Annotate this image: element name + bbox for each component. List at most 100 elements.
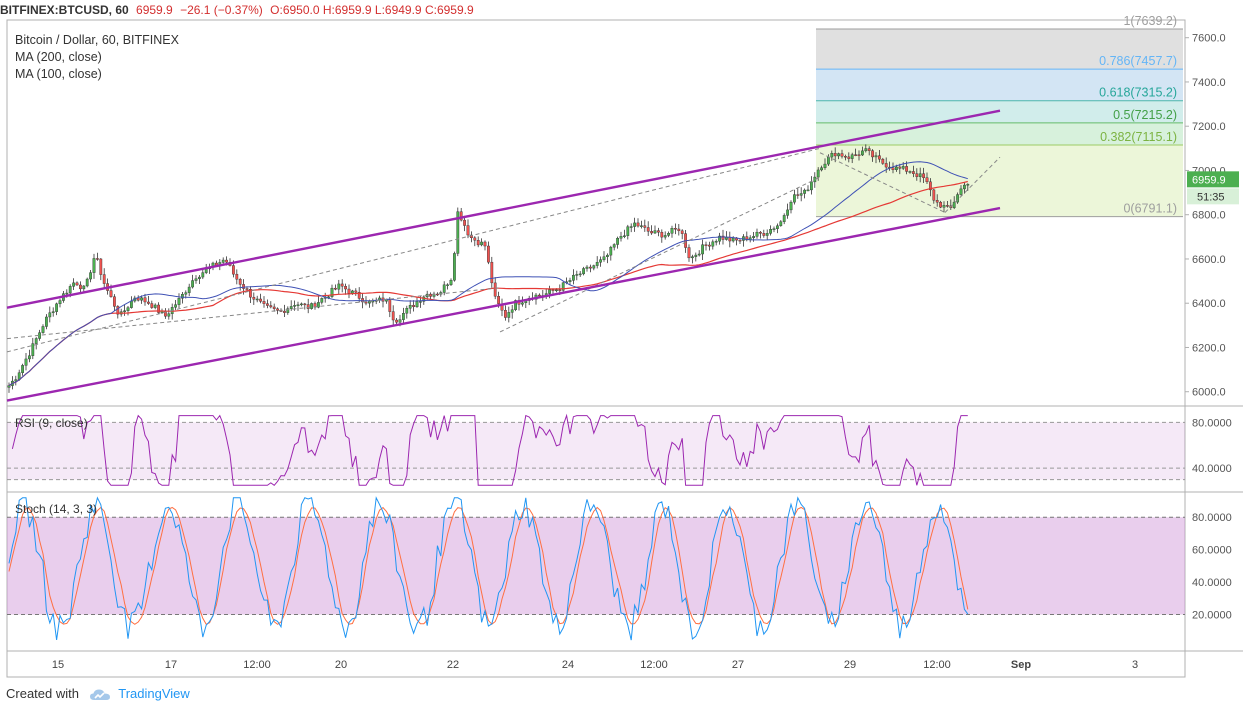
candle-body <box>398 319 402 323</box>
candle-body <box>956 194 960 203</box>
candle-body <box>483 241 487 247</box>
ma100-legend[interactable]: MA (100, close) <box>15 67 102 81</box>
time-tick-label: 29 <box>844 659 856 671</box>
candle-body <box>340 283 344 287</box>
candle-body <box>803 189 807 194</box>
candle-body <box>408 304 412 309</box>
candle-body <box>714 240 718 243</box>
candle-body <box>626 226 630 236</box>
candle-body <box>442 284 446 293</box>
symbol-name[interactable]: BITFINEX:BTCUSD, 60 <box>0 3 129 17</box>
candle-body <box>674 228 677 230</box>
current-price-badge <box>1187 171 1239 188</box>
candle-body <box>337 283 341 290</box>
candle-body <box>612 244 616 248</box>
candle-body <box>687 247 691 259</box>
candle-body <box>415 301 419 308</box>
candle-body <box>636 222 640 227</box>
created-with-text: Created with <box>6 686 79 701</box>
candle-body <box>262 301 266 304</box>
candle-body <box>65 292 69 295</box>
candle-body <box>718 235 722 242</box>
time-tick-label: 22 <box>447 659 459 671</box>
candle-body <box>153 304 157 308</box>
candle-body <box>129 300 133 308</box>
candle-body <box>242 284 245 289</box>
candle-body <box>140 297 143 301</box>
candle-body <box>653 230 657 234</box>
candle-body <box>300 303 303 306</box>
candle-body <box>640 225 643 227</box>
stoch-legend[interactable]: Stoch (14, 3, 3) <box>15 502 98 516</box>
time-tick-label: 24 <box>562 659 574 671</box>
tradingview-link[interactable]: TradingView <box>118 686 190 701</box>
candle-body <box>466 225 470 236</box>
candle-body <box>276 308 279 311</box>
candle-body <box>786 209 790 216</box>
tradingview-cloud-icon[interactable] <box>89 688 111 702</box>
candle-body <box>606 254 609 258</box>
candle-body <box>31 343 35 356</box>
time-tick-label: 15 <box>52 659 64 671</box>
candle-body <box>102 274 106 284</box>
symbol-info-bar: BITFINEX:BTCUSD, 60 6959.9 −26.1 (−0.37%… <box>0 0 1243 20</box>
candle-body <box>793 194 796 203</box>
fib-zone <box>816 29 1183 70</box>
candle-body <box>738 239 742 242</box>
candle-body <box>555 289 558 292</box>
candle-body <box>942 205 946 208</box>
candle-body <box>306 304 310 309</box>
candle-body <box>456 211 460 254</box>
stoch-tick-label: 60.0000 <box>1192 545 1232 557</box>
candle-body <box>510 309 514 313</box>
candle-body <box>286 308 290 313</box>
candle-body <box>72 282 76 287</box>
time-tick-label: 20 <box>335 659 347 671</box>
candle-body <box>867 148 871 151</box>
candle-body <box>497 296 500 304</box>
candle-body <box>959 188 963 195</box>
candle-body <box>266 303 269 306</box>
candle-body <box>143 297 147 303</box>
candle-body <box>493 282 497 297</box>
candle-body <box>197 276 201 279</box>
candle-body <box>708 244 711 247</box>
price-tick-label: 7200.0 <box>1192 121 1226 133</box>
time-tick-label: 12:00 <box>243 659 271 671</box>
candle-body <box>609 246 613 256</box>
candle-body <box>45 316 48 327</box>
current-price-text: 6959.9 <box>1192 174 1226 186</box>
price-tick-label: 6000.0 <box>1192 387 1226 399</box>
timer-badge <box>1187 188 1239 205</box>
candle-body <box>252 296 256 300</box>
price-tick-label: 6200.0 <box>1192 342 1226 354</box>
rsi-legend[interactable]: RSI (9, close) <box>15 416 88 430</box>
candle-body <box>116 306 120 315</box>
candle-body <box>572 274 575 281</box>
candle-body <box>810 181 813 191</box>
candle-body <box>538 294 541 297</box>
candle-body <box>14 379 18 382</box>
candle-body <box>857 154 861 156</box>
candle-body <box>344 286 347 290</box>
price-tick-label: 7600.0 <box>1192 33 1226 45</box>
candle-body <box>585 266 589 269</box>
candle-body <box>731 237 735 242</box>
candle-body <box>595 262 599 266</box>
candle-body <box>310 303 313 309</box>
stoch-tick-label: 20.0000 <box>1192 610 1232 622</box>
candle-body <box>368 301 371 304</box>
candle-body <box>667 233 671 236</box>
price-tick-label: 6400.0 <box>1192 298 1226 310</box>
ma200-legend[interactable]: MA (200, close) <box>15 50 102 64</box>
candle-body <box>453 253 456 281</box>
trend-dashed-line <box>944 156 1001 213</box>
candle-body <box>514 300 518 310</box>
candle-body <box>854 154 858 156</box>
candle-body <box>259 298 262 302</box>
candle-body <box>269 305 273 308</box>
fib-level-label: 1(7639.2) <box>1123 14 1177 28</box>
candle-body <box>905 166 909 172</box>
candle-body <box>446 284 449 286</box>
